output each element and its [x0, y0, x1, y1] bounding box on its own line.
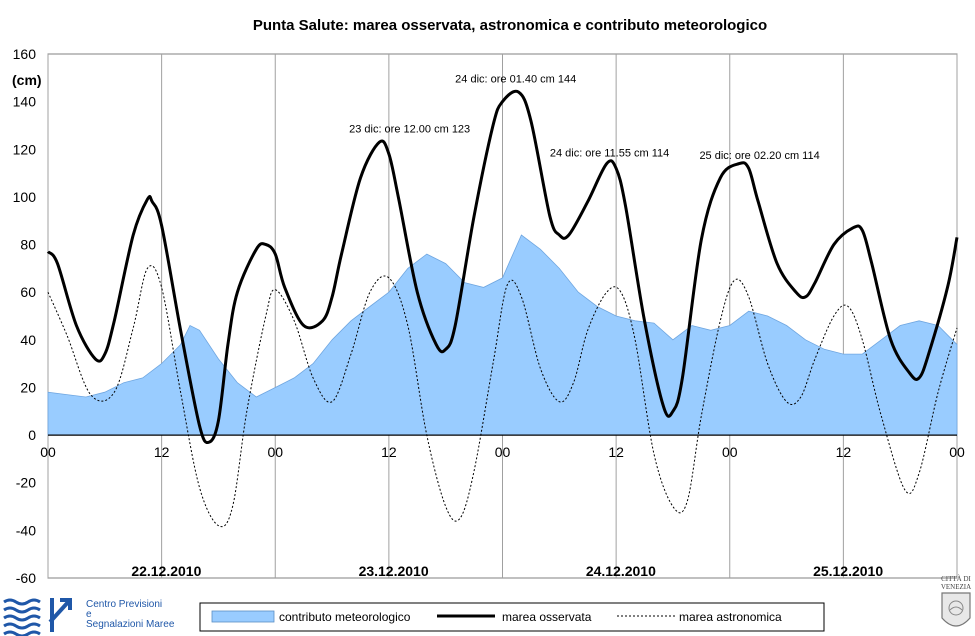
y-tick-label: 80 [20, 237, 36, 253]
y-tick-label: -20 [16, 475, 36, 491]
x-tick-label: 00 [949, 444, 965, 460]
series-astronomical-line [47, 265, 958, 528]
y-tick-label: 40 [20, 332, 36, 348]
logo-line2: e [86, 609, 92, 620]
logo-line1: Centro Previsioni [86, 599, 162, 610]
legend-label-observed: marea osservata [502, 610, 592, 624]
series-meteorological-area [47, 234, 958, 436]
meteorological-area [47, 234, 958, 436]
y-tick-label: 140 [13, 94, 37, 110]
peak-annotation: 25 dic: ore 02.20 cm 114 [699, 150, 819, 162]
y-tick-label: 100 [13, 189, 37, 205]
venezia-seal-icon: CITTÀ DI VENEZIA [941, 575, 972, 627]
x-tick-label: 12 [608, 444, 624, 460]
peak-annotations: 23 dic: ore 12.00 cm 123 24 dic: ore 01.4… [349, 74, 820, 162]
legend-label-astronomical: marea astronomica [679, 610, 782, 624]
svg-text:VENEZIA: VENEZIA [941, 583, 971, 591]
peak-annotation: 24 dic: ore 11.55 cm 114 [550, 147, 669, 159]
y-tick-label: -40 [16, 522, 36, 538]
day-label: 23.12.2010 [359, 563, 429, 579]
x-tick-label: 00 [40, 444, 56, 460]
tide-lines [46, 89, 959, 528]
legend-swatch-area [211, 610, 275, 623]
svg-text:CITTÀ DI: CITTÀ DI [941, 575, 971, 583]
x-tick-label: 00 [495, 444, 511, 460]
day-label: 25.12.2010 [813, 563, 883, 579]
axes: 160 140 120 100 80 60 40 20 0 -20 -40 -60 00 12 00 12 00… [13, 46, 965, 586]
series-observed-line [46, 89, 959, 445]
legend-frame [199, 602, 825, 632]
grid [47, 53, 958, 579]
peak-annotation: 24 dic: ore 01.40 cm 144 [455, 74, 576, 86]
peak-annotation: 23 dic: ore 12.00 cm 123 [349, 124, 470, 136]
y-tick-label: 20 [20, 379, 36, 395]
x-tick-label: 12 [154, 444, 170, 460]
legend-label-area: contributo meteorologico [279, 610, 411, 624]
date-labels: 22.12.2010 23.12.2010 24.12.2010 25.12.2010 [131, 563, 883, 579]
x-tick-label: 00 [722, 444, 738, 460]
x-tick-label: 12 [381, 444, 397, 460]
day-label: 24.12.2010 [586, 563, 656, 579]
y-tick-label: 60 [20, 284, 36, 300]
y-tick-label: 0 [28, 427, 36, 443]
y-tick-label: -60 [16, 570, 36, 586]
y-tick-label: 160 [13, 46, 37, 62]
y-axis-label: (cm) [12, 72, 42, 88]
day-label: 22.12.2010 [131, 563, 201, 579]
wave-logo-icon [3, 598, 72, 636]
legend: contributo meteorologico marea osservata… [199, 602, 825, 632]
y-tick-label: 120 [13, 141, 37, 157]
x-tick-label: 12 [836, 444, 852, 460]
chart-title: Punta Salute: marea osservata, astronomi… [253, 17, 767, 34]
logo-line3: Segnalazioni Maree [86, 619, 175, 630]
x-tick-label: 00 [267, 444, 283, 460]
cpsm-logo: Centro Previsioni e Segnalazioni Maree [3, 598, 175, 636]
